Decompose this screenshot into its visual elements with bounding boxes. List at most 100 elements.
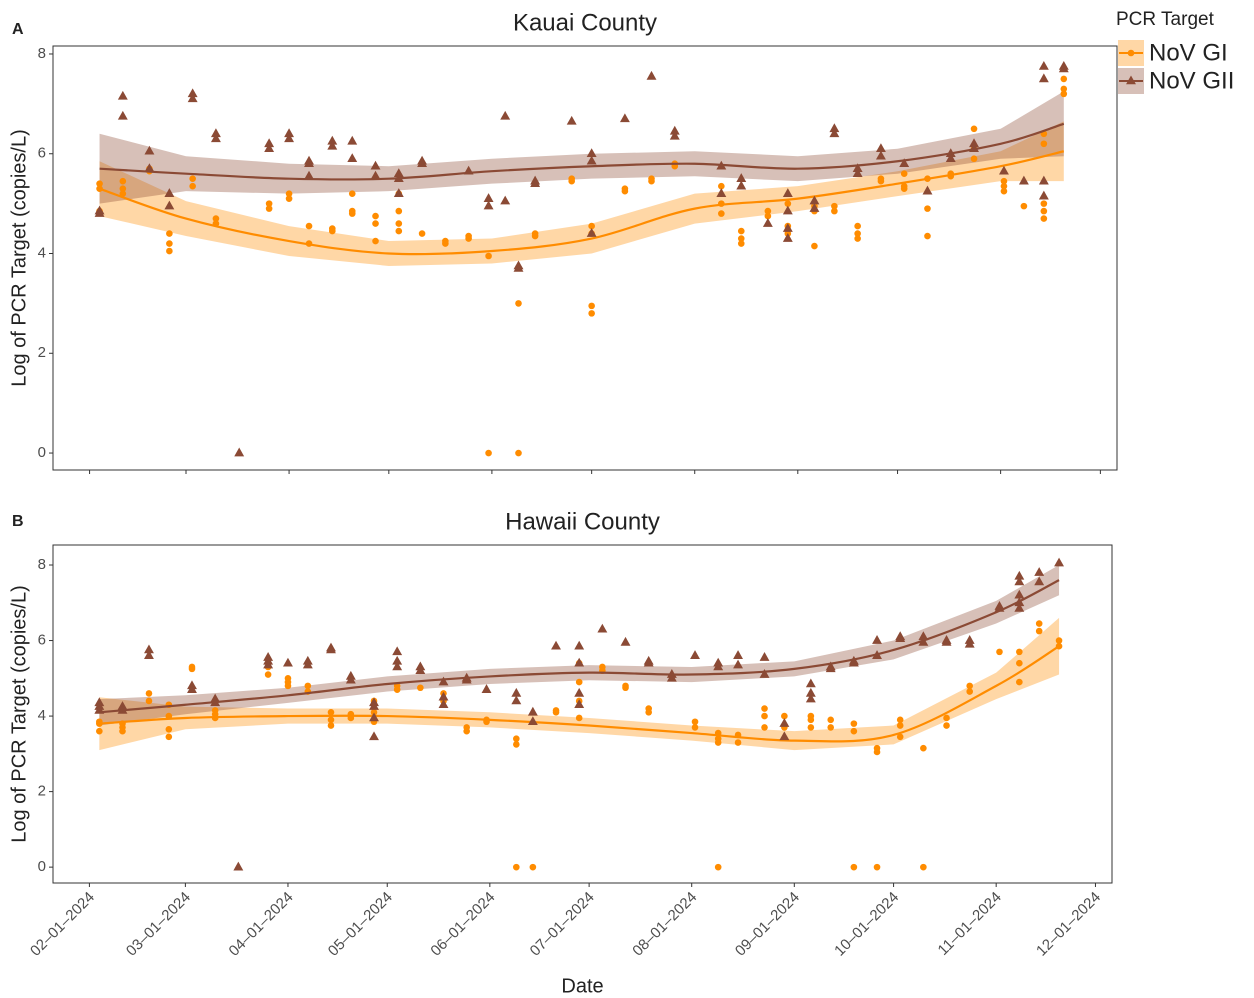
point <box>669 130 680 140</box>
point <box>283 657 293 667</box>
y-axis-label: Log of PCR Target (copies/L) <box>8 129 30 387</box>
confidence-band <box>99 91 1064 204</box>
point <box>782 205 793 215</box>
point <box>831 207 838 215</box>
point <box>759 652 770 661</box>
point <box>119 727 126 735</box>
point <box>187 93 198 103</box>
y-tick-label: 6 <box>38 145 46 162</box>
point <box>265 200 273 207</box>
point <box>761 712 768 720</box>
point <box>1038 175 1049 185</box>
point <box>852 168 863 177</box>
point <box>854 222 861 230</box>
point <box>764 207 772 215</box>
point <box>643 657 654 667</box>
point <box>575 714 583 722</box>
point <box>233 861 244 871</box>
point <box>369 701 379 710</box>
point <box>782 188 793 197</box>
point <box>809 195 820 205</box>
point <box>831 202 838 210</box>
y-tick-label: 0 <box>38 444 46 461</box>
y-tick-label: 8 <box>38 45 46 62</box>
point <box>552 709 560 716</box>
point <box>265 205 273 212</box>
point <box>805 687 816 697</box>
point <box>304 170 314 180</box>
point <box>119 185 127 192</box>
point <box>574 640 585 650</box>
point <box>212 215 220 222</box>
point <box>764 212 772 220</box>
point <box>513 735 520 743</box>
point <box>648 177 655 185</box>
point <box>854 230 861 237</box>
point <box>438 691 449 701</box>
point <box>872 635 882 644</box>
point <box>669 125 680 135</box>
x-tick-label: 02–01–2024 <box>27 889 98 960</box>
y-tick-label: 4 <box>38 244 46 261</box>
point <box>714 863 722 871</box>
point <box>284 128 295 138</box>
point <box>646 70 657 80</box>
point <box>737 235 745 242</box>
point <box>621 187 629 195</box>
point <box>1014 570 1025 580</box>
point <box>392 655 403 665</box>
panel-label: B <box>12 513 24 530</box>
y-tick-label: 8 <box>38 556 46 573</box>
point <box>829 128 840 138</box>
point <box>326 644 336 654</box>
point <box>210 133 221 143</box>
point <box>210 128 221 138</box>
x-axis-label: Date <box>561 975 603 997</box>
point <box>165 733 173 741</box>
point <box>94 208 105 217</box>
fit-line <box>99 150 1065 256</box>
point <box>395 207 403 215</box>
point <box>417 684 424 692</box>
panel-label: A <box>12 21 24 38</box>
point <box>285 190 293 197</box>
point <box>327 140 338 150</box>
point <box>438 676 449 686</box>
point <box>417 158 428 168</box>
point <box>144 163 155 173</box>
point <box>854 235 861 242</box>
point <box>779 718 790 727</box>
point <box>941 636 952 646</box>
point <box>392 646 403 656</box>
point <box>1014 602 1025 612</box>
point <box>117 110 128 120</box>
y-tick-label: 2 <box>38 783 46 800</box>
point <box>395 220 403 227</box>
point <box>619 113 630 123</box>
plot-frame <box>52 544 1113 884</box>
point <box>588 302 595 310</box>
point <box>896 733 904 741</box>
point <box>918 631 929 641</box>
point <box>718 210 725 217</box>
point <box>144 650 154 659</box>
point <box>966 682 973 690</box>
point <box>1038 73 1049 83</box>
point <box>966 688 973 695</box>
point <box>527 706 538 716</box>
point <box>1016 659 1023 667</box>
point <box>511 695 522 705</box>
point <box>899 158 910 168</box>
point <box>873 748 881 756</box>
point <box>964 638 975 648</box>
point <box>485 252 492 260</box>
point <box>848 657 859 667</box>
point <box>588 222 595 230</box>
point <box>119 190 127 197</box>
point <box>1016 678 1023 686</box>
point <box>531 232 539 240</box>
point <box>825 663 836 673</box>
point <box>713 661 724 671</box>
point <box>304 682 312 690</box>
point <box>327 135 338 145</box>
